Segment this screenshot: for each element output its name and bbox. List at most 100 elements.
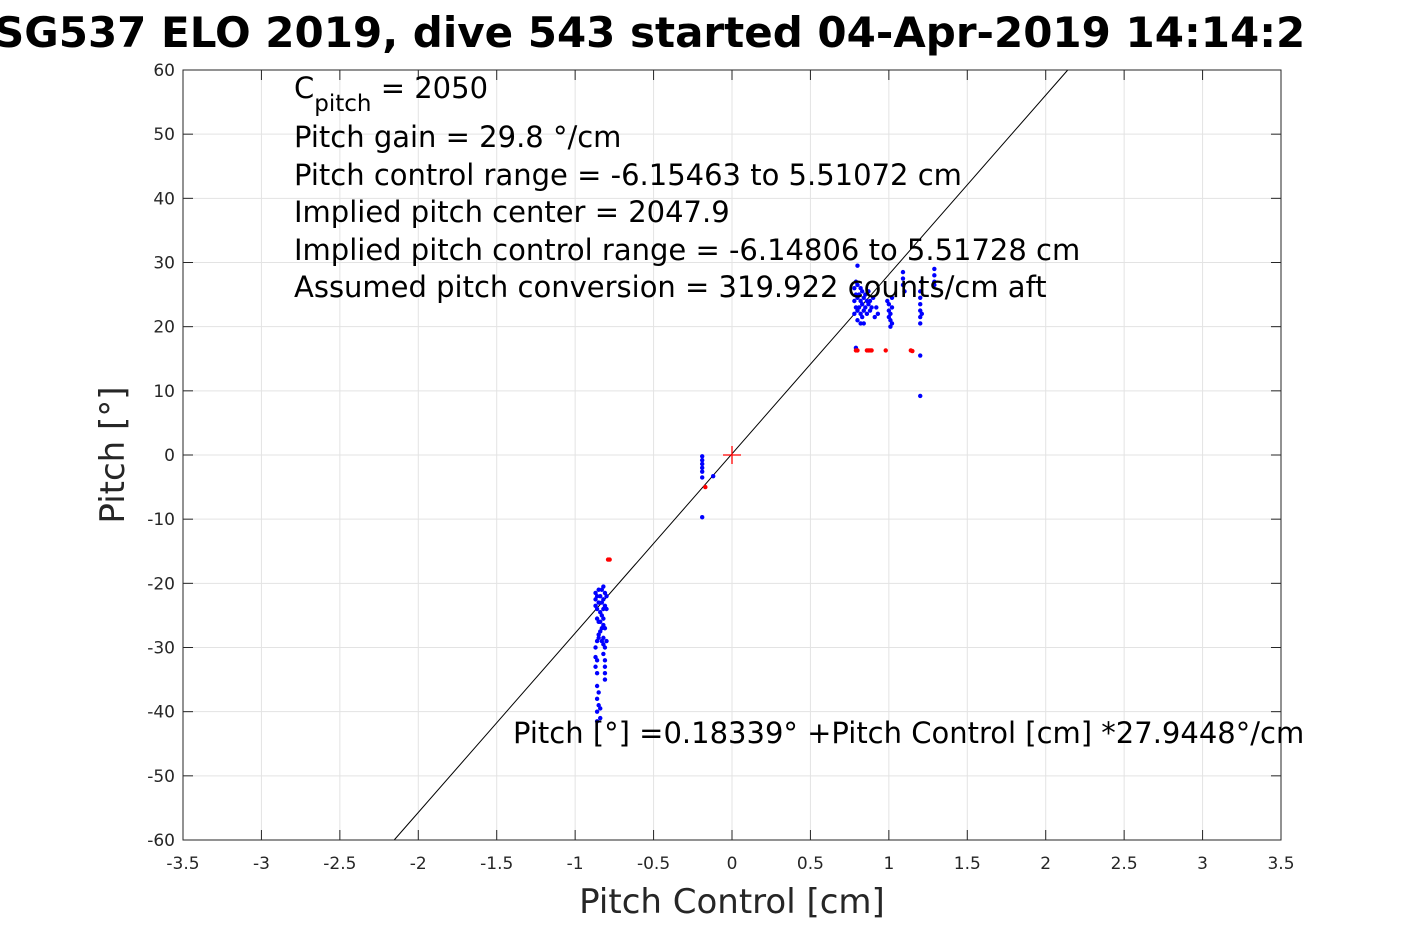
good-point [856,292,862,297]
x-tick-label: -3.5 [166,854,199,874]
good-point [601,584,606,589]
good-point [855,263,860,268]
good-point [866,289,871,294]
good-point [602,664,608,669]
good-point [699,469,705,474]
good-point [594,638,600,644]
good-point [900,276,906,281]
good-point [852,285,857,291]
y-tick-label: 30 [153,254,175,274]
good-point [593,645,598,650]
good-point [858,321,863,326]
good-point [601,651,606,657]
good-point [918,353,923,358]
flagged-point [703,484,708,490]
good-point [855,282,860,288]
good-point [889,321,895,326]
c-pitch-annotation: Cpitch = 2050 [294,71,488,117]
good-point [918,302,923,307]
annotation-implied-pitch-control-range: Implied pitch control range = -6.14806 t… [294,233,1080,267]
good-point [601,616,606,621]
good-point [699,465,705,471]
x-tick-label: -2.5 [323,854,356,874]
good-point [710,473,716,479]
annotation-implied-pitch-center: Implied pitch center = 2047.9 [294,195,730,229]
good-point [870,295,876,300]
good-point [867,298,873,304]
flagged-point [869,348,874,353]
good-point [601,635,606,641]
good-point [604,606,609,612]
x-tick-label: -0.5 [637,854,670,874]
good-point [919,279,924,284]
good-point [598,619,603,625]
good-point [869,305,874,310]
x-tick-label: -1 [567,854,584,874]
x-tick-label: 0.5 [797,854,824,874]
x-tick-label: 3.5 [1267,854,1294,874]
x-tick-label: 2.5 [1111,854,1138,874]
good-point [918,295,923,300]
good-point [596,600,601,605]
good-point [601,597,606,602]
good-point [918,289,923,294]
chart-title: SG537 ELO 2019, dive 543 started 04-Apr-… [0,8,1305,57]
good-point [932,282,937,288]
good-point [919,311,924,317]
good-point [932,279,937,284]
good-point [885,298,890,304]
y-tick-label: 20 [153,318,175,338]
c-pitch-value: = 2050 [371,71,488,105]
x-tick-label: 1 [883,854,894,874]
x-tick-label: 0 [727,854,738,874]
good-point [594,696,600,702]
good-point [932,266,937,272]
annotation-pitch-control-range: Pitch control range = -6.15463 to 5.5107… [294,158,962,192]
x-tick-label: -3 [253,854,270,874]
good-point [604,593,609,599]
good-point [852,298,857,304]
good-point [888,311,893,317]
good-point [902,289,907,294]
good-point [594,683,600,689]
good-point [602,670,608,676]
y-tick-label: -50 [147,767,175,787]
good-point [900,269,906,275]
c-pitch-symbol: C [294,71,314,105]
good-point [593,664,598,669]
y-tick-label: 0 [164,446,175,466]
good-point [699,475,705,480]
x-tick-label: -1.5 [480,854,513,874]
good-point [872,314,877,320]
good-point [859,302,865,307]
good-point [594,719,600,724]
good-point [594,670,600,676]
good-point [889,305,895,310]
good-point [594,709,600,714]
good-point [889,295,895,300]
good-point [598,715,603,721]
good-point [599,626,605,631]
y-tick-label: 10 [153,382,175,402]
x-tick-label: 2 [1040,854,1051,874]
y-tick-label: -20 [147,574,175,594]
flagged-point [607,557,612,562]
x-tick-label: 1.5 [954,854,981,874]
good-point [602,677,608,682]
x-tick-label: -2 [410,854,427,874]
good-point [874,305,879,310]
good-point [602,626,608,631]
flagged-point [910,348,915,354]
axis-ticks: -3.5 -3 -2.5 -2 -1.5 -1 -0.5 0 0.5 1 1.5 2 2.5 3 3.5 -6… [147,61,1294,874]
good-point [594,593,600,599]
good-point [864,311,870,317]
good-point [918,393,923,399]
good-points-series [593,263,937,724]
good-point [861,321,866,326]
good-point [932,273,937,278]
good-point [699,454,705,459]
y-tick-label: -40 [147,703,175,723]
good-point [601,642,606,647]
flagged-point [855,348,860,353]
